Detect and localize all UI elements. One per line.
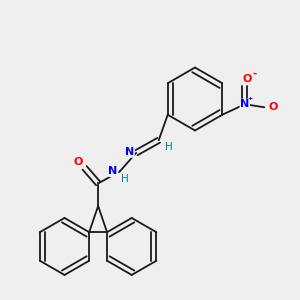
Text: N: N: [240, 99, 249, 109]
Text: N: N: [125, 147, 134, 157]
Text: H: H: [121, 174, 129, 184]
Text: H: H: [165, 142, 173, 152]
Text: N: N: [109, 167, 118, 176]
Text: +: +: [247, 96, 253, 101]
Text: O: O: [242, 74, 252, 84]
Text: O: O: [268, 102, 278, 112]
Text: O: O: [73, 158, 83, 167]
Text: -: -: [252, 69, 256, 79]
